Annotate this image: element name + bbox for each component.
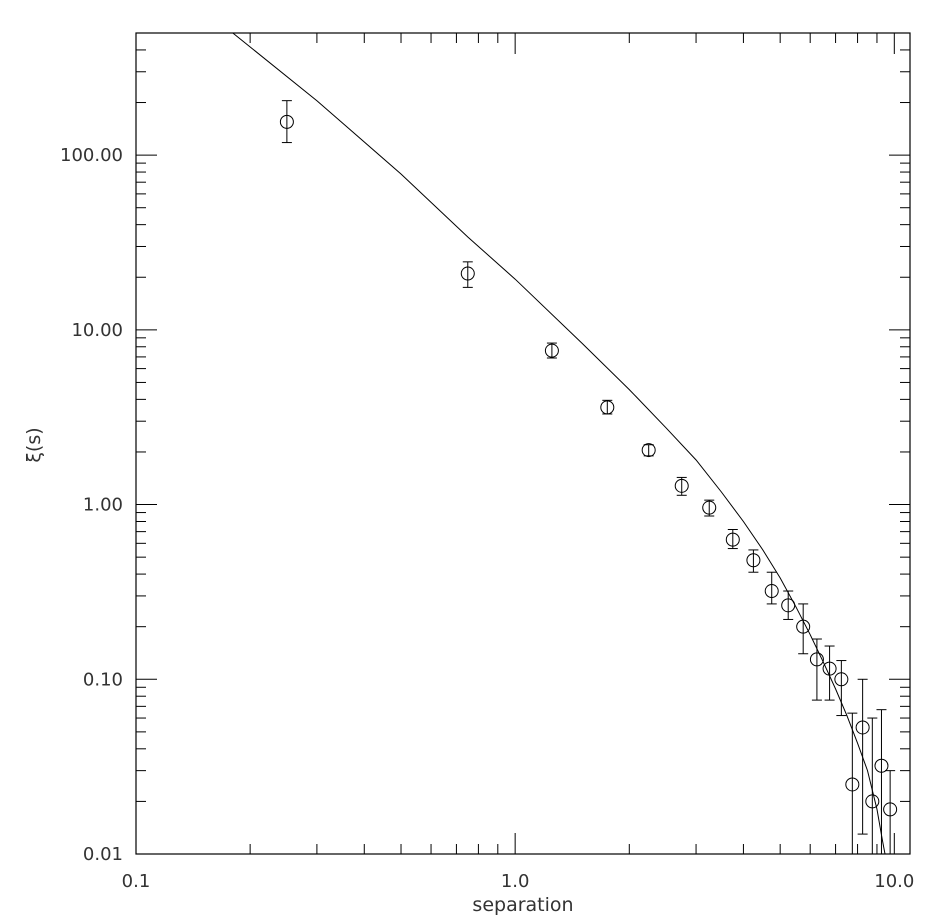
data-point — [279, 114, 294, 129]
data-point — [809, 652, 824, 667]
data-point — [746, 553, 761, 568]
data-point — [641, 443, 656, 458]
data-point — [865, 794, 880, 809]
y-tick-label: 100.00 — [60, 145, 123, 166]
data-point — [460, 266, 475, 281]
data-point — [781, 598, 796, 613]
data-point — [834, 672, 849, 687]
x-tick-label: 1.0 — [501, 871, 530, 892]
x-tick-labels: 0.1 1.0 10.0 — [122, 871, 915, 892]
data-point — [544, 343, 559, 358]
fit-curve — [232, 32, 886, 855]
data-point — [874, 758, 889, 773]
x-axis-title: separation — [472, 894, 573, 916]
y-axis-ticks — [136, 32, 910, 855]
plot-frame — [135, 32, 911, 855]
y-tick-label: 0.01 — [83, 844, 123, 865]
data-points-group — [279, 100, 898, 854]
x-tick-label: 0.1 — [122, 871, 151, 892]
y-tick-label: 0.10 — [83, 669, 123, 690]
x-axis-ticks — [135, 33, 895, 854]
data-point — [883, 802, 898, 817]
x-tick-label: 10.0 — [874, 871, 914, 892]
fit-curve-group — [232, 32, 886, 855]
y-axis-title: ξ(s) — [23, 427, 45, 462]
plot-area — [135, 32, 911, 855]
data-point — [796, 619, 811, 634]
data-point — [822, 661, 837, 676]
y-tick-label: 10.00 — [71, 320, 123, 341]
data-point — [845, 777, 860, 792]
data-point — [702, 500, 717, 515]
data-point — [725, 532, 740, 547]
data-point — [855, 720, 870, 735]
y-tick-label: 1.00 — [83, 495, 123, 516]
data-point — [600, 400, 615, 415]
data-point — [764, 584, 779, 599]
y-tick-labels: 0.01 0.10 1.00 10.00 100.00 — [60, 145, 123, 865]
data-point — [674, 478, 689, 493]
